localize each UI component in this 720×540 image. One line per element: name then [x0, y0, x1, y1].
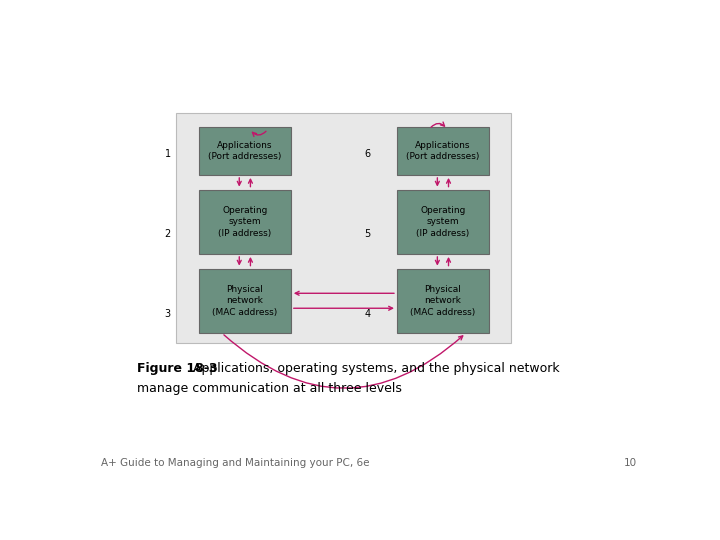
FancyBboxPatch shape [176, 113, 511, 343]
Text: Applications
(Port addresses): Applications (Port addresses) [208, 141, 282, 161]
FancyBboxPatch shape [397, 127, 489, 175]
Text: A+ Guide to Managing and Maintaining your PC, 6e: A+ Guide to Managing and Maintaining you… [101, 458, 369, 468]
FancyBboxPatch shape [199, 268, 291, 333]
Text: Applications, operating systems, and the physical network: Applications, operating systems, and the… [189, 362, 559, 375]
Text: manage communication at all three levels: manage communication at all three levels [138, 382, 402, 395]
Text: 10: 10 [624, 458, 637, 468]
Text: 1: 1 [165, 149, 171, 159]
FancyBboxPatch shape [397, 190, 489, 254]
Text: 3: 3 [165, 309, 171, 319]
Text: Applications
(Port addresses): Applications (Port addresses) [406, 141, 480, 161]
Text: 5: 5 [364, 230, 371, 239]
Text: Figure 18-3: Figure 18-3 [138, 362, 218, 375]
Text: 4: 4 [364, 309, 371, 319]
FancyBboxPatch shape [397, 268, 489, 333]
Text: Operating
system
(IP address): Operating system (IP address) [218, 206, 271, 238]
Text: Physical
network
(MAC address): Physical network (MAC address) [212, 285, 277, 317]
FancyArrowPatch shape [431, 122, 444, 127]
FancyArrowPatch shape [224, 335, 463, 388]
Text: 6: 6 [364, 149, 371, 159]
Text: Physical
network
(MAC address): Physical network (MAC address) [410, 285, 476, 317]
FancyBboxPatch shape [199, 127, 291, 175]
Text: Operating
system
(IP address): Operating system (IP address) [416, 206, 469, 238]
FancyBboxPatch shape [199, 190, 291, 254]
FancyArrowPatch shape [253, 131, 266, 137]
Text: 2: 2 [165, 230, 171, 239]
